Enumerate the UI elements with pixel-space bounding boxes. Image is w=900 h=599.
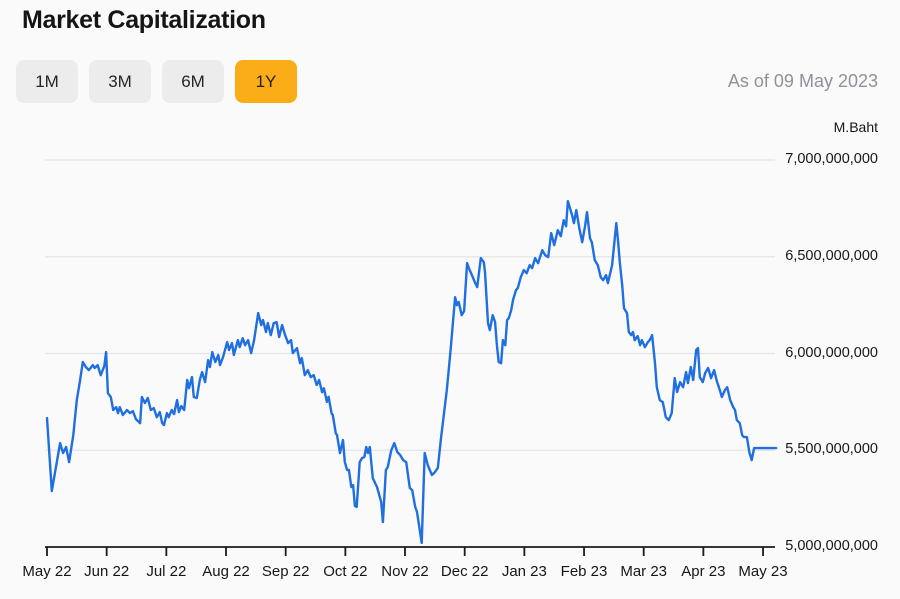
market-cap-line-chart[interactable]: [0, 129, 900, 599]
market-cap-series-line: [45, 200, 778, 545]
as-of-date-label: As of 09 May 2023: [727, 71, 878, 91]
range-button-6m[interactable]: 6M: [162, 60, 224, 103]
range-button-1m[interactable]: 1M: [16, 60, 78, 103]
range-selector: 1M 3M 6M 1Y: [16, 60, 297, 103]
range-button-1y[interactable]: 1Y: [235, 60, 297, 103]
range-button-3m[interactable]: 3M: [89, 60, 151, 103]
axis-unit-label: M.Baht: [833, 119, 878, 135]
page-title: Market Capitalization: [22, 6, 266, 34]
